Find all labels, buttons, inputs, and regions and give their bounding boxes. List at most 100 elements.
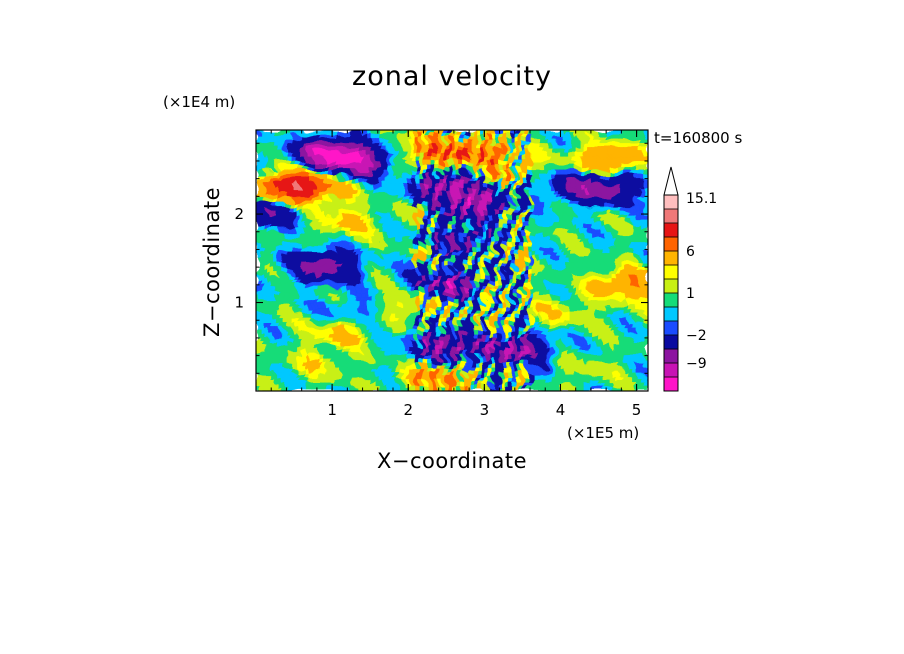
field-cell [603, 332, 609, 338]
field-cell [387, 134, 393, 140]
field-cell [383, 192, 389, 198]
field-cell [355, 188, 361, 194]
field-cell [555, 350, 561, 356]
field-cell [603, 183, 609, 189]
field-cell [359, 264, 365, 270]
field-cell [471, 291, 477, 297]
field-cell [539, 147, 545, 153]
field-cell [287, 130, 293, 135]
field-cell [287, 269, 293, 275]
field-cell [607, 134, 613, 140]
field-cell [256, 350, 261, 356]
field-cell [487, 219, 493, 225]
field-cell [431, 201, 437, 207]
field-cell [379, 219, 385, 225]
field-cell [315, 170, 321, 176]
field-cell [355, 350, 361, 356]
field-cell [403, 282, 409, 288]
field-cell [487, 188, 493, 194]
field-cell [375, 309, 381, 315]
field-cell [563, 183, 569, 189]
field-cell [539, 264, 545, 270]
field-cell [459, 323, 465, 329]
field-cell [299, 237, 305, 243]
field-cell [451, 332, 457, 338]
field-cell [559, 345, 565, 351]
field-cell [431, 215, 437, 221]
field-cell [467, 134, 473, 140]
field-cell [263, 201, 269, 207]
field-cell [575, 264, 581, 270]
field-cell [379, 332, 385, 338]
field-cell [451, 260, 457, 266]
field-cell [507, 161, 513, 167]
field-cell [499, 296, 505, 302]
field-cell [431, 354, 437, 360]
field-cell [283, 345, 289, 351]
field-cell [407, 224, 413, 230]
field-cell [363, 327, 369, 333]
field-cell [411, 152, 417, 158]
field-cell [259, 314, 265, 320]
field-cell [267, 161, 273, 167]
field-cell [463, 323, 469, 329]
field-cell [279, 341, 285, 347]
field-cell [555, 188, 561, 194]
field-cell [611, 170, 617, 176]
field-cell [535, 224, 541, 230]
field-cell [427, 318, 433, 324]
field-cell [323, 143, 329, 149]
field-cell [595, 165, 601, 171]
field-cell [543, 341, 549, 347]
field-cell [375, 201, 381, 207]
field-cell [367, 228, 373, 234]
field-cell [447, 138, 453, 144]
field-cell [423, 197, 429, 203]
field-cell [599, 179, 605, 185]
field-cell [439, 296, 445, 302]
field-cell [311, 287, 317, 293]
field-cell [499, 354, 505, 360]
field-cell [256, 170, 261, 176]
field-cell [643, 165, 648, 171]
field-cell [467, 206, 473, 212]
field-cell [579, 350, 585, 356]
field-cell [355, 197, 361, 203]
field-cell [531, 269, 537, 275]
field-cell [319, 188, 325, 194]
field-cell [351, 305, 357, 311]
field-cell [435, 156, 441, 162]
field-cell [283, 174, 289, 180]
field-cell [543, 147, 549, 153]
field-cell [391, 210, 397, 216]
field-cell [587, 179, 593, 185]
field-cell [383, 174, 389, 180]
field-cell [447, 260, 453, 266]
field-cell [527, 237, 533, 243]
field-cell [283, 264, 289, 270]
field-cell [391, 134, 397, 140]
field-cell [375, 323, 381, 329]
field-cell [363, 287, 369, 293]
field-cell [267, 309, 273, 315]
field-cell [491, 174, 497, 180]
field-cell [447, 219, 453, 225]
field-cell [435, 210, 441, 216]
field-cell [419, 246, 425, 252]
field-cell [627, 215, 633, 221]
field-cell [507, 228, 513, 234]
field-cell [563, 219, 569, 225]
field-cell [319, 242, 325, 248]
field-cell [295, 228, 301, 234]
field-cell [395, 300, 401, 306]
field-cell [379, 341, 385, 347]
field-cell [519, 161, 525, 167]
field-cell [331, 237, 337, 243]
field-cell [467, 336, 473, 342]
field-cell [379, 350, 385, 356]
field-cell [315, 255, 321, 261]
field-cell [431, 161, 437, 167]
field-cell [439, 287, 445, 293]
field-cell [375, 233, 381, 239]
